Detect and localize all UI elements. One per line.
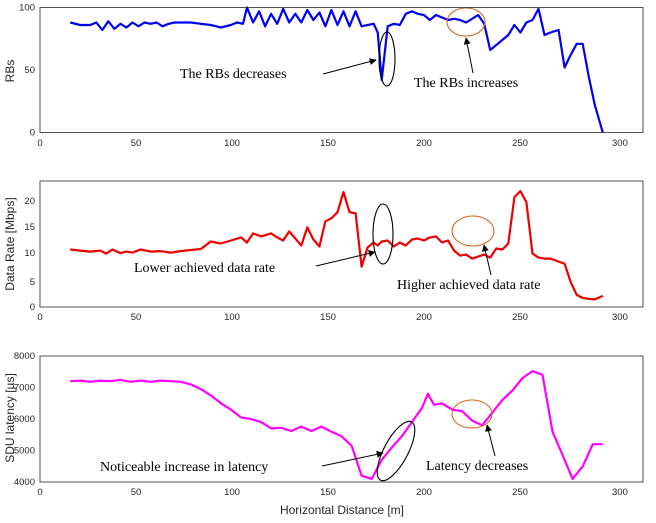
x-tick-label: 250 bbox=[512, 487, 528, 498]
highlight-ellipse-lower-rate bbox=[372, 203, 394, 265]
highlight-ellipse-higher-rate bbox=[451, 215, 495, 247]
y-ticks-rbs: 0 50 100 bbox=[19, 3, 35, 139]
annotation-arrow-latency-increase bbox=[321, 450, 384, 467]
x-ticks-rbs: 0 50 100 150 200 250 300 bbox=[37, 138, 628, 149]
highlight-ellipse-latency-increase bbox=[376, 420, 416, 482]
y-tick-label: 5000 bbox=[14, 446, 35, 457]
x-tick-label: 300 bbox=[612, 138, 628, 149]
series-line-data-rate bbox=[70, 190, 604, 301]
y-tick-label: 10 bbox=[24, 248, 35, 259]
x-tick-label: 50 bbox=[131, 487, 142, 498]
y-tick-label: 50 bbox=[24, 65, 35, 76]
annotation-rbs-decreases: The RBs decreases bbox=[180, 67, 287, 82]
annotation-arrow-latency-decrease bbox=[485, 424, 496, 457]
annotation-rbs-increases: The RBs increases bbox=[414, 76, 518, 91]
x-tick-label: 300 bbox=[612, 312, 628, 323]
x-tick-label: 50 bbox=[131, 312, 142, 323]
annotation-arrow-rbs-decreases bbox=[322, 58, 377, 75]
y-tick-label: 15 bbox=[24, 222, 35, 233]
axes-frame-rbs bbox=[39, 7, 644, 133]
y-tick-label: 6000 bbox=[14, 414, 35, 425]
annotation-arrow-lower-rate bbox=[315, 250, 376, 267]
y-tick-label: 20 bbox=[24, 196, 35, 207]
annotation-arrow-higher-rate bbox=[482, 244, 492, 276]
panel-latency: SDU latency [µs] 0 50 100 150 200 250 30… bbox=[3, 351, 628, 498]
x-tick-label: 200 bbox=[416, 487, 432, 498]
x-tick-label: 150 bbox=[320, 487, 336, 498]
annotation-latency-increase: Noticeable increase in latency bbox=[100, 460, 268, 475]
highlight-ellipse-rbs-decrease bbox=[378, 31, 396, 87]
y-tick-label: 0 bbox=[30, 302, 35, 313]
panel-data-rate: Data Rate [Mbps] 0 50 100 150 200 250 30… bbox=[3, 190, 628, 323]
series-line-rbs bbox=[69, 6, 604, 133]
series-line-latency bbox=[70, 370, 603, 480]
y-ticks-data-rate: 0 5 10 15 20 bbox=[24, 196, 35, 313]
x-tick-label: 200 bbox=[416, 138, 432, 149]
y-axis-label-rbs: RBs bbox=[3, 60, 17, 83]
annotation-arrow-rbs-increases bbox=[463, 37, 474, 74]
annotation-higher-rate: Higher achieved data rate bbox=[397, 278, 540, 293]
x-tick-label: 300 bbox=[612, 487, 628, 498]
x-tick-label: 0 bbox=[37, 312, 42, 323]
y-ticks-latency: 4000 5000 6000 7000 8000 bbox=[14, 351, 35, 488]
y-tick-label: 7000 bbox=[14, 383, 35, 394]
y-tick-label: 5 bbox=[30, 277, 35, 288]
axes-frame-data-rate bbox=[39, 180, 644, 308]
x-tick-label: 0 bbox=[37, 487, 42, 498]
x-tick-label: 250 bbox=[512, 312, 528, 323]
x-tick-label: 250 bbox=[512, 138, 528, 149]
y-tick-label: 100 bbox=[19, 3, 35, 14]
x-axis-label: Horizontal Distance [m] bbox=[280, 503, 404, 517]
y-tick-label: 8000 bbox=[14, 351, 35, 362]
x-tick-label: 150 bbox=[320, 312, 336, 323]
annotation-latency-decrease: Latency decreases bbox=[426, 459, 528, 474]
x-tick-label: 150 bbox=[320, 138, 336, 149]
y-tick-label: 4000 bbox=[14, 477, 35, 488]
axes-frame-latency bbox=[39, 355, 644, 483]
x-tick-label: 200 bbox=[416, 312, 432, 323]
highlight-ellipse-latency-decrease bbox=[451, 399, 493, 429]
x-ticks-data-rate: 0 50 100 150 200 250 300 bbox=[37, 312, 628, 323]
highlight-ellipse-rbs-increase bbox=[446, 7, 486, 37]
y-axis-label-latency: SDU latency [µs] bbox=[3, 373, 17, 463]
x-tick-label: 0 bbox=[37, 138, 42, 149]
annotation-lower-rate: Lower achieved data rate bbox=[134, 261, 275, 276]
x-tick-label: 100 bbox=[224, 487, 240, 498]
y-tick-label: 0 bbox=[30, 128, 35, 139]
x-tick-label: 100 bbox=[224, 312, 240, 323]
x-tick-label: 100 bbox=[224, 138, 240, 149]
y-axis-label-data-rate: Data Rate [Mbps] bbox=[3, 197, 17, 290]
x-ticks-latency: 0 50 100 150 200 250 300 bbox=[37, 487, 628, 498]
panel-rbs: RBs 0 50 100 150 200 250 300 0 50 100 Th… bbox=[3, 3, 628, 150]
x-tick-label: 50 bbox=[131, 138, 142, 149]
